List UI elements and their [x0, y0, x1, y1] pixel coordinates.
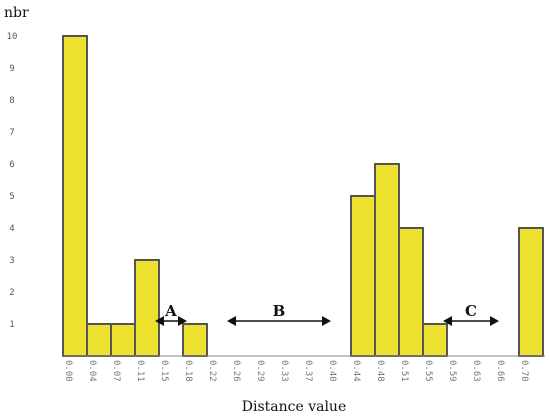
x-tick-label: 0.29: [255, 360, 265, 382]
annotations-group: A B C: [155, 302, 499, 326]
x-tick-label: 0.66: [495, 360, 505, 382]
x-tick-label: 0.70: [519, 360, 529, 382]
bars-group: [62, 35, 544, 357]
x-tick-label: 0.26: [231, 360, 241, 382]
x-tick-label: 0.04: [87, 360, 97, 382]
y-tick-label: 1: [9, 320, 14, 330]
arrow-left-icon: [443, 316, 452, 326]
bar-0.18: [182, 323, 208, 357]
annotation-A: A: [155, 302, 187, 326]
x-tick-label: 0.22: [207, 360, 217, 382]
annotation-label: B: [273, 302, 286, 320]
x-tick-label: 0.59: [447, 360, 457, 382]
y-tick-label: 4: [9, 224, 14, 234]
x-tick-label: 0.63: [471, 360, 481, 382]
x-tick-labels: 0.00 0.04 0.07 0.11 0.15 0.18 0.22 0.26 0.29 0.33…: [63, 360, 529, 382]
y-tick-label: 6: [9, 160, 14, 170]
x-tick-label: 0.44: [351, 360, 361, 382]
x-tick-label: 0.00: [63, 360, 73, 382]
y-tick-label: 8: [9, 96, 14, 106]
y-tick-label: 7: [9, 128, 14, 138]
y-tick-label: 10: [7, 32, 18, 42]
x-tick-label: 0.11: [135, 360, 145, 382]
y-tick-label: 2: [9, 288, 14, 298]
y-tick-labels: 1 2 3 4 5 6 7 8 9 10: [7, 32, 18, 330]
x-tick-label: 0.48: [375, 360, 385, 382]
x-tick-label: 0.07: [111, 360, 121, 382]
arrow-right-icon: [322, 316, 331, 326]
x-tick-label: 0.15: [159, 360, 169, 382]
y-tick-label: 9: [9, 64, 14, 74]
x-tick-label: 0.51: [399, 360, 409, 382]
x-tick-label: 0.40: [327, 360, 337, 382]
bar-0.48: [374, 163, 400, 357]
bar-0.11: [134, 259, 160, 357]
bar-0.55: [422, 323, 448, 357]
x-axis-title: Distance value: [242, 399, 347, 415]
arrow-right-icon: [178, 316, 187, 326]
y-tick-label: 5: [9, 192, 14, 202]
annotation-label: A: [164, 302, 177, 320]
annotation-C: C: [443, 302, 499, 326]
bar-0.07: [110, 323, 136, 357]
x-tick-label: 0.37: [303, 360, 313, 382]
arrow-right-icon: [490, 316, 499, 326]
bar-0.44: [350, 195, 376, 357]
x-tick-label: 0.33: [279, 360, 289, 382]
bar-0.00: [62, 35, 88, 357]
arrow-left-icon: [155, 316, 164, 326]
annotation-B: B: [227, 302, 331, 326]
x-tick-label: 0.18: [183, 360, 193, 382]
bar-0.70: [518, 227, 544, 357]
x-tick-label: 0.55: [423, 360, 433, 382]
bar-0.51: [398, 227, 424, 357]
annotation-label: C: [465, 302, 477, 320]
y-tick-label: 3: [9, 256, 14, 266]
y-axis-title: nbr: [4, 5, 29, 21]
arrow-left-icon: [227, 316, 236, 326]
bar-0.04: [86, 323, 112, 357]
